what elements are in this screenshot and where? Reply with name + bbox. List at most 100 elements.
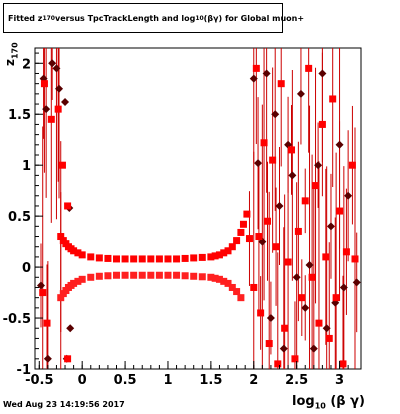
red-marker: [237, 294, 245, 302]
x-tick-label: -0.5: [25, 373, 53, 388]
red-marker: [245, 235, 253, 243]
dark-marker: [61, 98, 70, 107]
title-sub-1: 170: [42, 14, 55, 22]
red-marker: [43, 319, 51, 327]
red-marker: [348, 161, 356, 169]
x-label-tail: (β γ): [325, 394, 365, 409]
red-marker: [351, 255, 359, 263]
red-marker: [243, 210, 251, 218]
red-marker: [329, 95, 337, 103]
red-marker: [64, 355, 72, 363]
red-marker: [228, 283, 236, 291]
red-marker: [87, 273, 95, 281]
red-marker: [224, 279, 232, 287]
red-marker: [215, 251, 223, 259]
y-tick-label: 0.5: [8, 210, 31, 225]
red-marker: [39, 289, 47, 297]
red-marker: [272, 243, 280, 251]
red-marker: [173, 255, 181, 263]
red-marker: [233, 288, 241, 296]
red-marker: [257, 309, 265, 317]
y-tick-label: 0: [22, 261, 31, 276]
red-marker: [57, 294, 65, 302]
red-marker: [190, 254, 198, 262]
x-label-sub: 10: [314, 401, 326, 411]
red-marker: [57, 233, 65, 241]
x-tick-label: 0.5: [114, 373, 137, 388]
dark-marker: [339, 283, 348, 292]
y-tick-label: 2: [22, 57, 31, 72]
red-marker: [325, 334, 333, 342]
red-marker: [315, 319, 323, 327]
dark-marker: [326, 222, 335, 231]
red-marker: [207, 273, 215, 281]
dark-marker: [275, 201, 284, 210]
dark-marker: [271, 110, 280, 119]
red-marker: [301, 197, 309, 205]
red-marker: [74, 277, 82, 285]
red-marker: [277, 80, 285, 88]
title-sub-2: 10: [195, 14, 204, 22]
dark-marker: [37, 281, 46, 290]
red-marker: [263, 217, 271, 225]
dark-marker: [296, 89, 305, 98]
red-marker: [173, 271, 181, 279]
red-marker: [322, 253, 330, 261]
red-marker: [155, 255, 163, 263]
red-marker: [332, 294, 340, 302]
y-tick-label: 1.5: [8, 108, 31, 123]
red-marker: [147, 271, 155, 279]
red-marker: [298, 294, 306, 302]
x-tick-label: 3: [335, 373, 344, 388]
red-marker: [181, 272, 189, 280]
plot-frame: [34, 47, 362, 370]
red-marker: [339, 360, 347, 368]
dark-marker: [292, 273, 301, 282]
red-marker: [291, 355, 299, 363]
red-marker: [113, 255, 120, 263]
red-marker: [252, 64, 260, 72]
red-marker: [138, 255, 146, 263]
red-marker: [318, 120, 326, 128]
red-marker: [211, 252, 219, 260]
chart-title: Fitted z 170 versus TpcTrackLength and lo…: [3, 3, 304, 33]
y-axis-label: z170: [3, 42, 19, 66]
timestamp: Wed Aug 23 14:19:56 2017: [3, 400, 125, 409]
dark-marker: [55, 84, 64, 93]
red-marker: [312, 182, 320, 190]
axes: -0.5 0 0.5 1 1.5 2 2.5 3-1-0.500.511.52: [3, 52, 349, 388]
red-marker: [74, 249, 82, 257]
dark-marker: [309, 344, 318, 353]
red-marker: [284, 258, 292, 266]
title-part-2: versus TpcTrackLength and log: [54, 13, 196, 23]
dark-marker: [66, 324, 75, 333]
red-marker: [198, 273, 206, 281]
red-marker: [87, 253, 95, 261]
red-marker: [228, 243, 236, 251]
red-marker: [155, 271, 163, 279]
red-marker: [207, 253, 215, 261]
y-tick-label: -1: [17, 363, 31, 378]
red-marker: [265, 340, 273, 348]
red-marker: [281, 324, 289, 332]
red-marker: [121, 255, 129, 263]
red-marker: [237, 228, 245, 236]
dark-marker: [322, 324, 331, 333]
dark-marker: [249, 74, 258, 83]
red-marker: [164, 255, 172, 263]
red-marker: [164, 271, 172, 279]
dark-marker: [318, 69, 327, 78]
red-marker: [130, 255, 138, 263]
red-marker: [78, 275, 86, 283]
red-marker: [113, 271, 120, 279]
title-part-1: Fitted z: [8, 13, 43, 23]
title-part-3: (βγ) for Global muon+: [203, 13, 305, 23]
red-marker: [70, 279, 78, 287]
x-label-main: log: [292, 394, 315, 409]
dark-marker: [254, 159, 263, 168]
red-marker: [54, 105, 62, 113]
red-marker: [64, 202, 72, 210]
red-marker: [250, 283, 258, 291]
red-marker: [130, 271, 138, 279]
dark-marker: [314, 161, 323, 170]
